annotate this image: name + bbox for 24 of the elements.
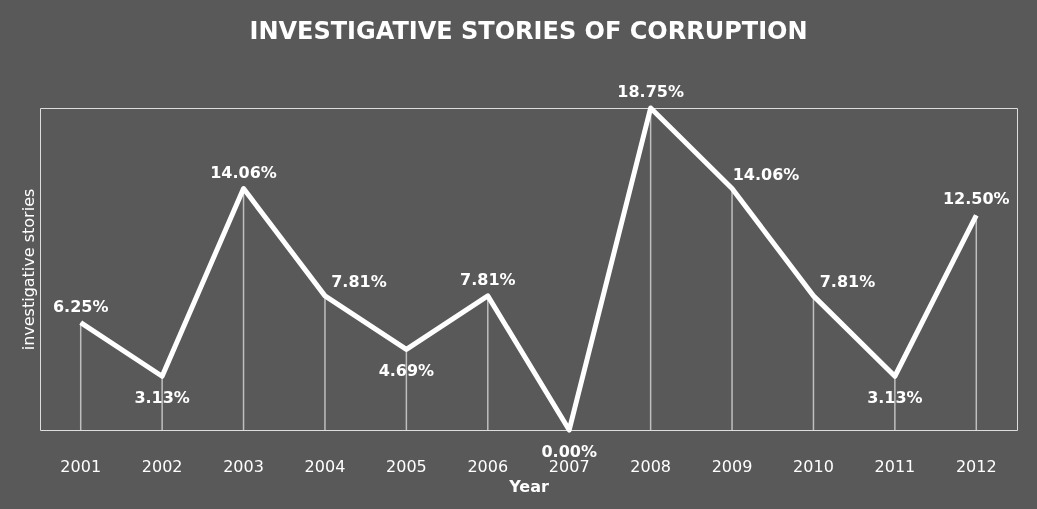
x-axis-title: Year — [508, 476, 549, 496]
data-label: 12.50% — [942, 189, 1010, 209]
x-tick-label: 2010 — [793, 456, 834, 476]
data-label: 3.13% — [867, 388, 923, 408]
x-tick-label: 2006 — [467, 456, 509, 476]
x-tick-label: 2002 — [141, 456, 183, 476]
data-label: 18.75% — [617, 82, 684, 101]
x-tick-label: 2008 — [630, 456, 671, 476]
data-label: 7.81% — [819, 271, 876, 291]
data-label: 6.25% — [52, 296, 109, 316]
data-label: 14.06% — [210, 162, 277, 182]
x-tick-label: 2012 — [955, 456, 997, 476]
data-label: 3.13% — [134, 388, 190, 408]
data-label: 14.06% — [732, 164, 800, 184]
x-tick-label: 2003 — [223, 456, 264, 476]
x-tick-label: 2004 — [304, 456, 346, 476]
data-label: 7.81% — [460, 269, 516, 289]
x-tick-label: 2005 — [386, 456, 427, 476]
x-tick-label: 2011 — [874, 456, 916, 476]
x-tick-label: 2001 — [60, 456, 102, 476]
data-label: 7.81% — [331, 271, 387, 291]
x-tick-label: 2009 — [711, 456, 753, 476]
y-axis-title: investigative stories — [18, 188, 38, 351]
chart-title: INVESTIGATIVE STORIES OF CORRUPTION — [249, 17, 808, 45]
